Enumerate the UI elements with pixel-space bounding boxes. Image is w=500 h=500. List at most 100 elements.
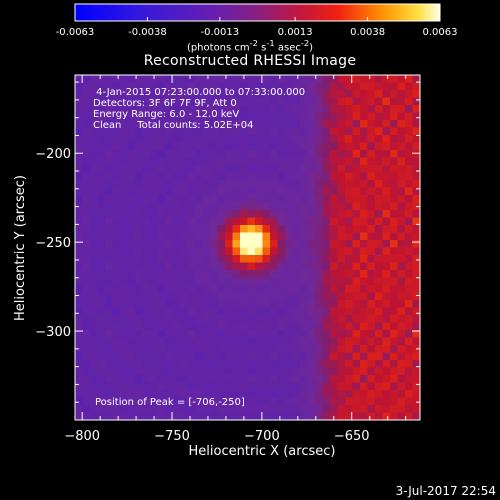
heatmap-cell [360,150,369,159]
heatmap-cell [120,322,129,331]
heatmap-cell [105,397,114,406]
heatmap-cell [262,112,271,121]
heatmap-cell [165,330,174,339]
heatmap-cell [142,112,151,121]
heatmap-cell [390,322,399,331]
heatmap-cell [187,247,196,256]
heatmap-cell [255,187,264,196]
heatmap-cell [90,315,99,324]
heatmap-cell [112,202,121,211]
heatmap-cell [345,277,354,286]
heatmap-cell [180,360,189,369]
heatmap-cell [367,150,376,159]
heatmap-cell [240,240,249,249]
heatmap-cell [195,90,204,99]
heatmap-cell [285,292,294,301]
heatmap-cell [240,285,249,294]
heatmap-cell [300,352,309,361]
heatmap-cell [142,330,151,339]
heatmap-cell [75,345,84,354]
heatmap-cell [97,405,106,414]
heatmap-cell [97,225,106,234]
heatmap-cell [270,112,279,121]
heatmap-cell [390,142,399,151]
heatmap-cell [337,142,346,151]
heatmap-cell [82,195,91,204]
heatmap-cell [345,262,354,271]
heatmap-cell [277,397,286,406]
heatmap-cell [120,367,129,376]
heatmap-cell [322,75,331,84]
heatmap-cell [202,142,211,151]
heatmap-cell [367,180,376,189]
heatmap-cell [135,375,144,384]
heatmap-cell [82,322,91,331]
heatmap-cell [112,277,121,286]
heatmap-cell [112,330,121,339]
heatmap-cell [217,82,226,91]
heatmap-cell [142,150,151,159]
heatmap-cell [255,75,264,84]
heatmap-cell [337,367,346,376]
heatmap-cell [195,240,204,249]
heatmap-cell [337,255,346,264]
heatmap-cell [315,142,324,151]
heatmap-cell [165,75,174,84]
heatmap-cell [120,300,129,309]
heatmap-cell [120,307,129,316]
heatmap-cell [412,120,420,129]
heatmap-cell [90,285,99,294]
heatmap-cell [97,262,106,271]
heatmap-cell [367,330,376,339]
heatmap-cell [367,412,376,420]
heatmap-cell [210,157,219,166]
heatmap-cell [270,405,279,414]
heatmap-cell [75,225,84,234]
heatmap-cell [135,82,144,91]
heatmap-cell [75,187,84,196]
heatmap-cell [360,255,369,264]
heatmap-cell [390,255,399,264]
heatmap-cell [217,322,226,331]
heatmap-cell [165,210,174,219]
heatmap-cell [225,217,234,226]
heatmap-cell [382,135,391,144]
heatmap-cell [292,112,301,121]
heatmap-cell [397,135,406,144]
heatmap-cell [367,375,376,384]
heatmap-cell [172,127,181,136]
heatmap-cell [195,180,204,189]
heatmap-cell [187,397,196,406]
heatmap-cell [75,322,84,331]
heatmap-cell [292,120,301,129]
heatmap-cell [247,412,256,420]
heatmap-cell [390,202,399,211]
heatmap-cell [285,142,294,151]
heatmap-cell [307,180,316,189]
heatmap-cell [382,195,391,204]
heatmap-cell [225,90,234,99]
heatmap-cell [97,150,106,159]
heatmap-cell [142,322,151,331]
heatmap-cell [202,135,211,144]
info-line-method: Clean Total counts: 5.02E+04 [93,120,254,131]
heatmap-cell [247,390,256,399]
heatmap-cell [217,360,226,369]
heatmap-cell [127,112,136,121]
heatmap-cell [307,337,316,346]
heatmap-cell [382,277,391,286]
heatmap-cell [97,157,106,166]
heatmap-cell [322,375,331,384]
heatmap-cell [172,75,181,84]
heatmap-cell [262,225,271,234]
heatmap-cell [202,195,211,204]
heatmap-cell [255,232,264,241]
heatmap-cell [120,112,129,121]
heatmap-cell [367,165,376,174]
heatmap-cell [255,330,264,339]
heatmap-cell [105,105,114,114]
heatmap-cell [247,345,256,354]
heatmap-cell [247,330,256,339]
heatmap-cell [90,187,99,196]
heatmap-cell [247,247,256,256]
